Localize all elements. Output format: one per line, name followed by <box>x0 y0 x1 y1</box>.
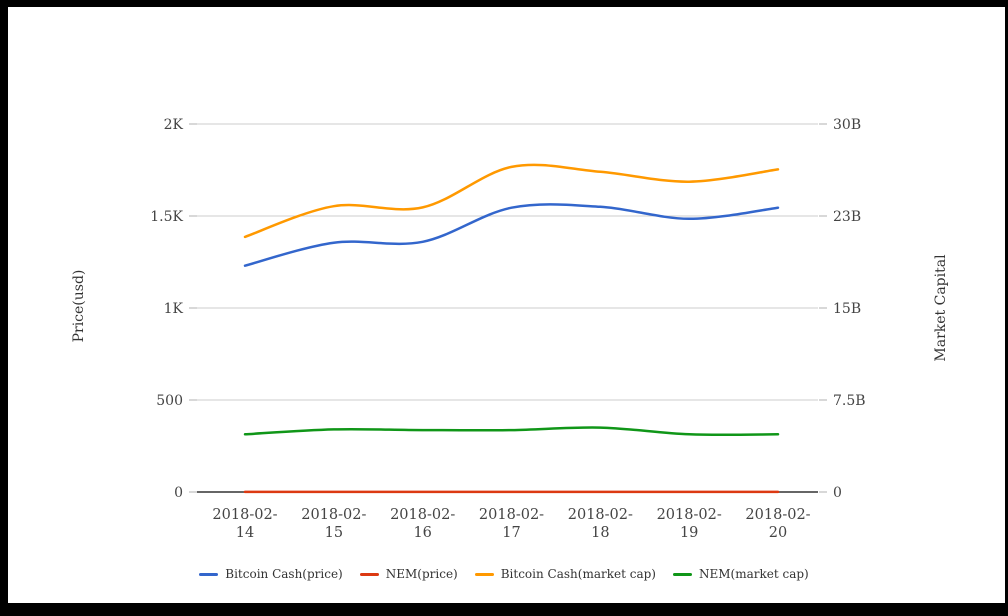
y-axis-tick-label-left: 1K <box>164 301 184 317</box>
frame-border-top <box>0 0 1008 7</box>
legend-item: NEM(market cap) <box>672 567 809 581</box>
series-line-bitcoin-cash-price <box>243 203 780 267</box>
x-axis-tick-label: 17 <box>502 525 520 541</box>
x-axis-tick-label: 18 <box>591 525 609 541</box>
y-axis-tick-label-right: 0 <box>833 485 842 501</box>
series-line-bitcoin-cash-market-cap <box>243 163 780 239</box>
legend-swatch-icon <box>359 572 379 576</box>
x-axis-tick-label: 15 <box>325 525 343 541</box>
y-axis-tick-label-right: 30B <box>833 117 861 133</box>
y-axis-tick-label-right: 23B <box>833 209 861 225</box>
legend-label: Bitcoin Cash(market cap) <box>500 567 656 581</box>
chart-legend: Bitcoin Cash(price) NEM(price) Bitcoin C… <box>0 565 1008 583</box>
frame-border-bottom <box>0 603 1008 616</box>
legend-label: NEM(price) <box>385 567 458 581</box>
x-axis-tick-label: 2018-02- <box>301 507 366 523</box>
x-axis-tick-label: 16 <box>413 525 431 541</box>
y-axis-tick-label-right: 15B <box>833 301 861 317</box>
x-axis-tick-label: 2018-02- <box>479 507 544 523</box>
legend-label: NEM(market cap) <box>698 567 809 581</box>
x-axis-tick-label: 2018-02- <box>657 507 722 523</box>
y-axis-tick-label-left: 0 <box>174 485 183 501</box>
x-axis-tick-label: 2018-02- <box>212 507 277 523</box>
x-axis-tick-label: 2018-02- <box>745 507 810 523</box>
x-axis-tick-label: 2018-02- <box>568 507 633 523</box>
x-axis-tick-label: 19 <box>680 525 698 541</box>
y-axis-tick-label-left: 1.5K <box>150 209 183 225</box>
frame-border-left <box>0 0 8 616</box>
x-axis-tick-label: 20 <box>769 525 787 541</box>
frame-border-right <box>1005 0 1008 616</box>
legend-swatch-icon <box>672 572 692 576</box>
legend-item: Bitcoin Cash(market cap) <box>474 567 656 581</box>
legend-item: NEM(price) <box>359 567 458 581</box>
y-axis-tick-label-right: 7.5B <box>833 393 866 409</box>
legend-swatch-icon <box>199 572 219 576</box>
y-axis-tick-label-left: 2K <box>164 117 184 133</box>
legend-swatch-icon <box>474 572 494 576</box>
legend-label: Bitcoin Cash(price) <box>225 567 343 581</box>
y-axis-title-right: Market Capital <box>933 254 949 362</box>
series-line-nem-market-cap <box>243 426 780 437</box>
y-axis-tick-label-left: 500 <box>156 393 183 409</box>
y-axis-title-left: Price(usd) <box>71 269 87 343</box>
legend-item: Bitcoin Cash(price) <box>199 567 343 581</box>
x-axis-tick-label: 14 <box>236 525 254 541</box>
x-axis-tick-label: 2018-02- <box>390 507 455 523</box>
